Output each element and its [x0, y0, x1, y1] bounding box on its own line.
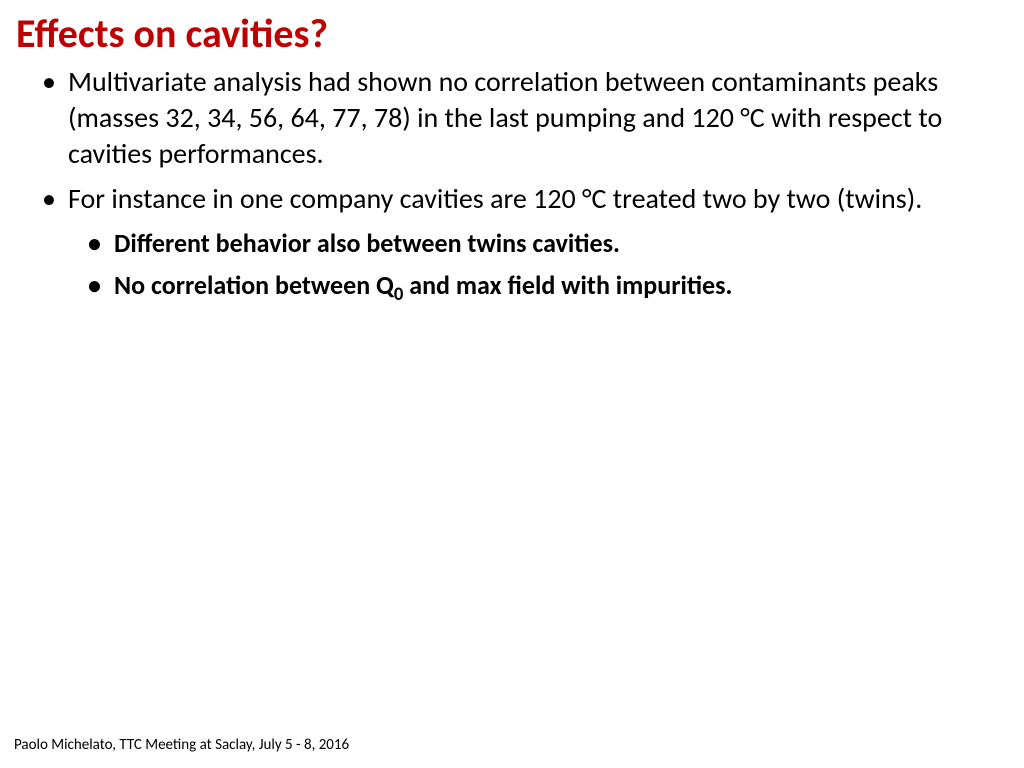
- bullet-list-level2: Different behavior also between twins ca…: [68, 227, 996, 303]
- bullet-item-1: Multivariate analysis had shown no corre…: [68, 64, 996, 171]
- sub-bullet-1: Different behavior also between twins ca…: [114, 227, 996, 261]
- sub-bullet-2-post: and max field with impurities.: [403, 269, 732, 301]
- slide-title: Effects on cavities?: [0, 0, 1024, 64]
- sub-bullet-2-subscript: 0: [394, 283, 403, 306]
- slide-content: Multivariate analysis had shown no corre…: [0, 64, 1024, 303]
- bullet-list-level1: Multivariate analysis had shown no corre…: [28, 64, 996, 303]
- bullet-item-2-text: For instance in one company cavities are…: [68, 181, 922, 216]
- slide-footer: Paolo Michelato, TTC Meeting at Saclay, …: [14, 736, 349, 754]
- sub-bullet-2-pre: No correlation between Q: [114, 269, 394, 301]
- sub-bullet-2: No correlation between Q0 and max field …: [114, 269, 996, 303]
- bullet-item-2: For instance in one company cavities are…: [68, 181, 996, 302]
